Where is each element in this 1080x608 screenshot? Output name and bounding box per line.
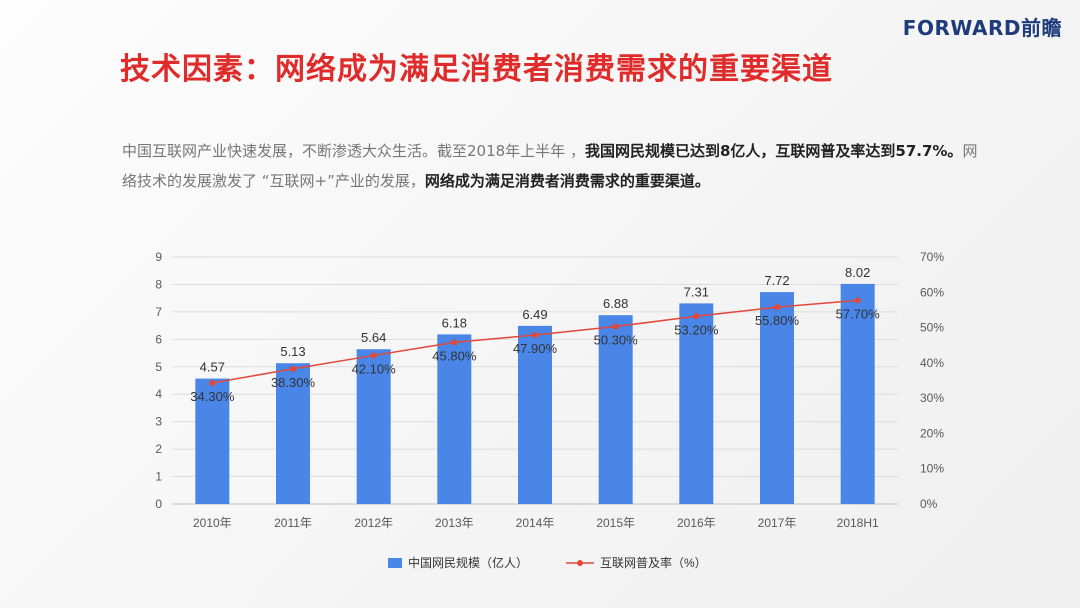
y-right-tick-label: 0% (920, 497, 938, 511)
paragraph-segment: 网络成为满足消费者消费需求的重要渠道。 (424, 172, 710, 190)
y-left-tick-label: 6 (155, 332, 162, 346)
intro-paragraph: 中国互联网产业快速发展，不断渗透大众生活。截至2018年上半年 ，我国网民规模已… (122, 136, 992, 196)
line-value-label: 34.30% (190, 389, 235, 404)
bar (518, 325, 552, 504)
paragraph-segment: 我国网民规模已达到8亿人，互联网普及率达到57.7%。 (584, 142, 963, 160)
line-point (854, 297, 861, 304)
line-point (209, 379, 216, 386)
y-left-tick-label: 5 (155, 360, 162, 374)
bar-value-label: 6.18 (442, 315, 467, 330)
y-right-tick-label: 30% (920, 391, 944, 405)
bar (840, 283, 875, 504)
paragraph-segment: 中国互联网产业快速发展，不断渗透大众生活。截至2018年上半年 ， (122, 142, 585, 160)
line-point (774, 304, 780, 311)
y-left-tick-label: 1 (155, 470, 162, 484)
y-left-tick-label: 2 (155, 442, 162, 456)
x-tick-label: 2016年 (677, 516, 716, 530)
y-left-tick-label: 4 (155, 387, 162, 401)
bar-value-label: 7.72 (764, 273, 789, 288)
bar-value-label: 6.49 (522, 307, 547, 322)
x-tick-label: 2014年 (516, 516, 555, 530)
y-right-tick-label: 10% (920, 462, 944, 476)
x-tick-label: 2015年 (596, 516, 635, 530)
x-tick-label: 2011年 (274, 516, 312, 530)
legend-bar-swatch (388, 558, 402, 568)
line-point (290, 365, 296, 372)
y-right-tick-label: 40% (920, 356, 944, 370)
y-left-tick-label: 9 (155, 250, 162, 264)
bar (276, 363, 310, 504)
bar (598, 315, 633, 504)
line-value-label: 53.20% (674, 322, 719, 337)
line-point (693, 313, 700, 320)
line-value-label: 47.90% (513, 341, 558, 356)
x-tick-label: 2013年 (435, 516, 474, 530)
y-left-tick-label: 8 (155, 277, 162, 291)
x-tick-label: 2010年 (193, 516, 232, 530)
line-value-label: 42.10% (352, 361, 397, 376)
bar (356, 349, 391, 504)
bar (679, 303, 714, 504)
bar-value-label: 5.13 (280, 344, 305, 359)
line-value-label: 57.70% (836, 306, 881, 321)
y-right-tick-label: 50% (920, 321, 944, 335)
x-tick-label: 2017年 (758, 516, 797, 530)
legend-line-label: 互联网普及率（%） (600, 555, 707, 570)
line-value-label: 38.30% (271, 375, 316, 390)
bar-value-label: 8.02 (845, 265, 870, 280)
x-tick-label: 2018H1 (837, 516, 879, 530)
bar-value-label: 7.31 (684, 284, 709, 299)
y-right-tick-label: 20% (920, 426, 944, 440)
bar-value-label: 4.57 (200, 360, 225, 375)
line-point (451, 339, 458, 346)
y-right-tick-label: 60% (920, 285, 944, 299)
bar-value-label: 6.88 (603, 296, 628, 311)
y-left-tick-label: 3 (155, 415, 162, 429)
bar-value-label: 5.64 (361, 330, 386, 345)
y-left-tick-label: 7 (155, 305, 162, 319)
legend-line-marker (577, 560, 583, 566)
y-right-tick-label: 70% (920, 250, 944, 264)
line-point (370, 352, 377, 359)
bar (195, 378, 230, 504)
line-value-label: 55.80% (755, 313, 800, 328)
x-tick-label: 2012年 (354, 516, 393, 530)
line-value-label: 45.80% (432, 348, 477, 363)
line-point (612, 323, 619, 330)
line-point (532, 331, 538, 338)
bar (760, 292, 794, 504)
page-title: 技术因素：网络成为满足消费者消费需求的重要渠道 (120, 52, 833, 87)
line-value-label: 50.30% (594, 333, 639, 348)
bar (437, 334, 472, 504)
paragraph-segment: 网络技术的发展激发了 “互联网+”产业的发展， (122, 142, 978, 190)
brand-logo: FORWARD前瞻 (902, 16, 1062, 40)
legend-bar-label: 中国网民规模（亿人） (408, 555, 528, 570)
y-left-tick-label: 0 (155, 497, 162, 511)
